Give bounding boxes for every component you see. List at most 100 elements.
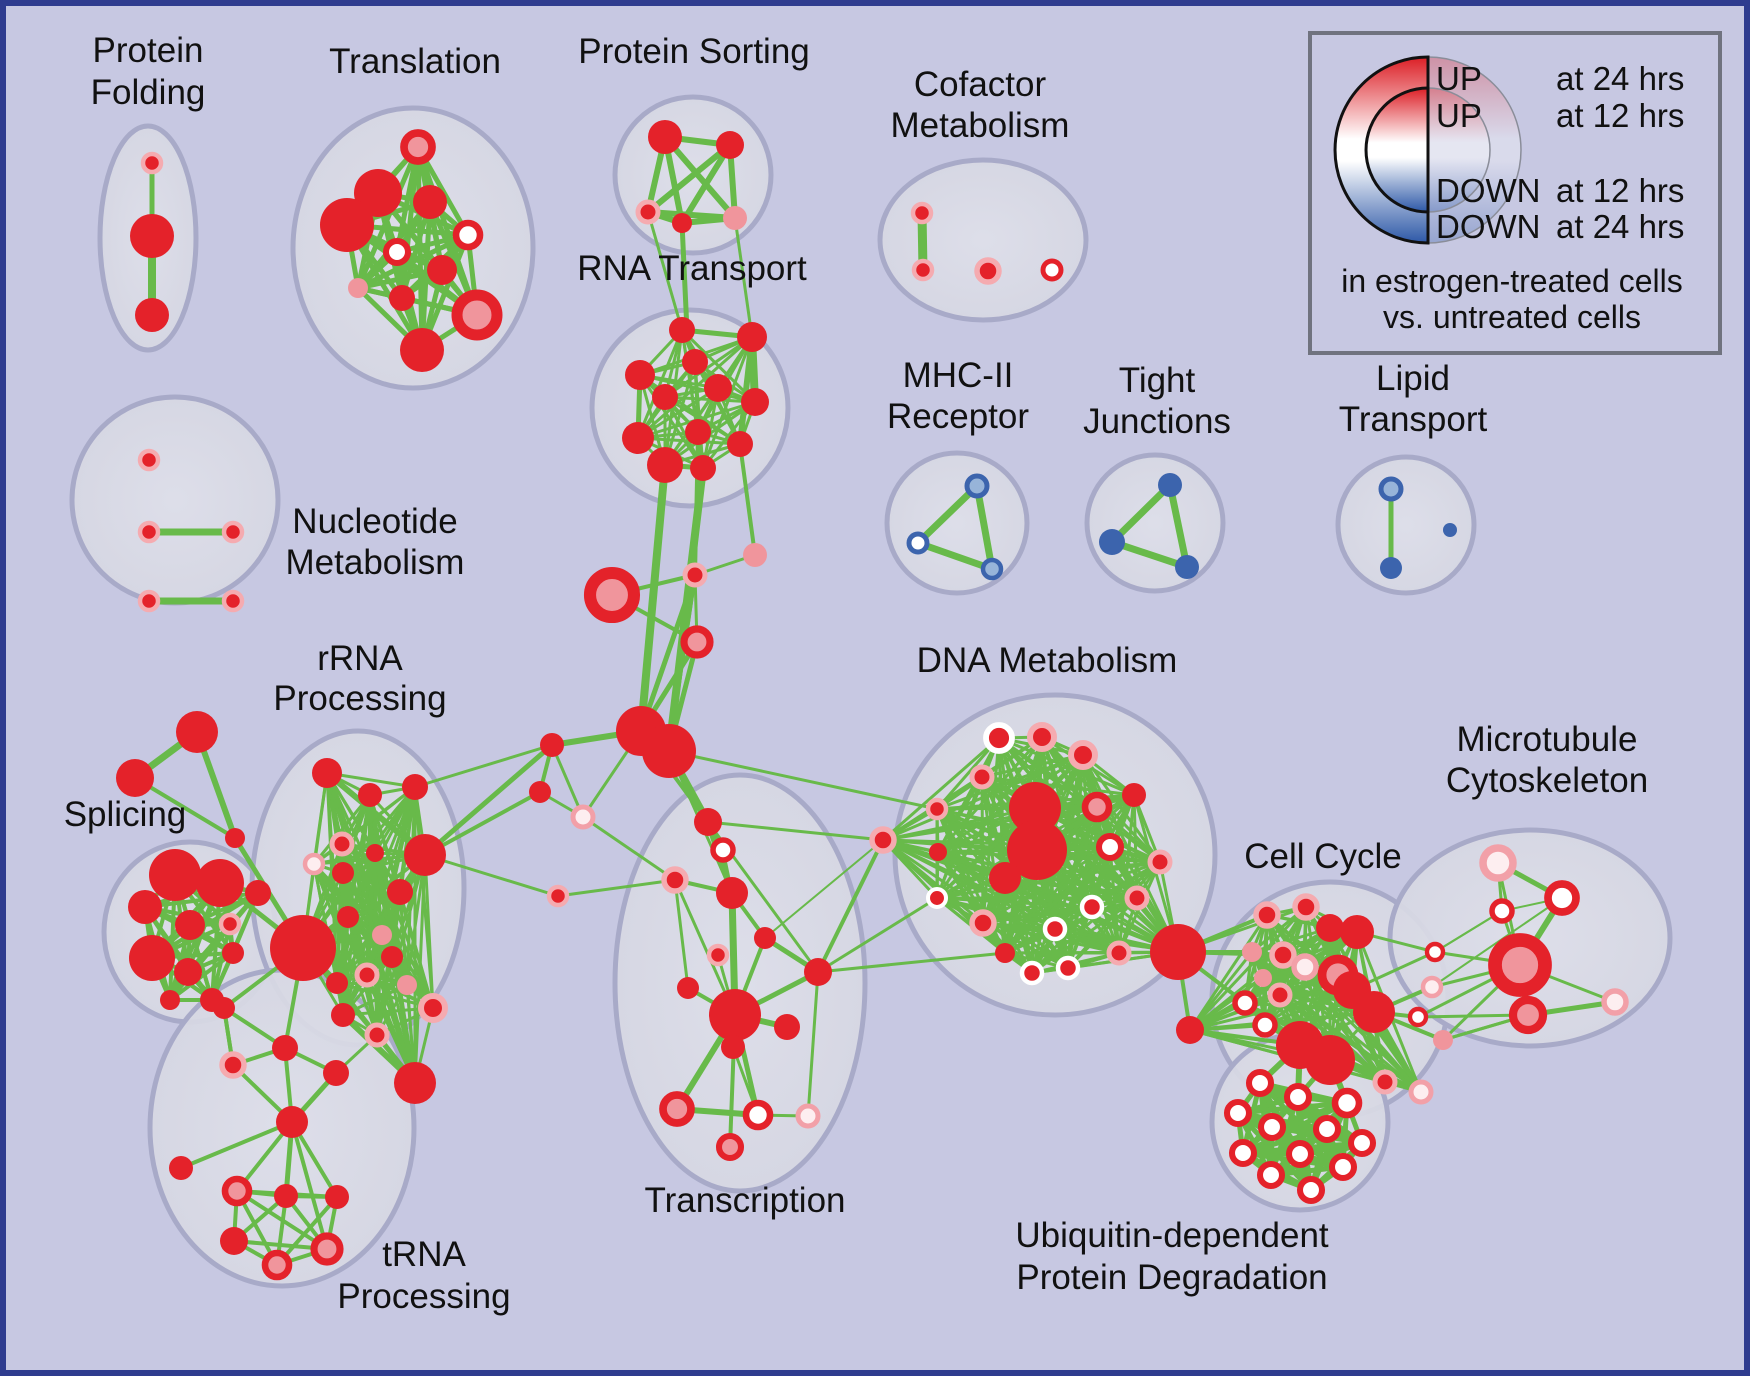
node-protein-folding <box>140 151 164 175</box>
node-protein-sorting <box>723 206 747 230</box>
node-ubiquitin-degradation <box>1283 1082 1313 1112</box>
node-dna-metabolism <box>1147 849 1173 875</box>
node-translation <box>451 289 503 341</box>
node-rna-transport <box>652 384 678 410</box>
legend-time-label: at 24 hrs <box>1556 60 1684 97</box>
edge-cell-cycle <box>1188 950 1254 1032</box>
node-dna-metabolism <box>925 797 949 821</box>
node-cell-cycle <box>1372 1069 1398 1095</box>
node-nucleotide-metabolism <box>221 589 245 613</box>
cluster-label-ubiquitin-degradation: Protein Degradation <box>1016 1258 1327 1297</box>
inter-cluster-edge <box>423 853 560 898</box>
legend-caption: vs. untreated cells <box>1383 299 1641 335</box>
node-rna-transport <box>685 419 711 445</box>
inter-cluster-edge <box>764 839 884 939</box>
node-dna-metabolism <box>969 909 997 937</box>
node-translation <box>427 255 457 285</box>
edge-tight-junctions <box>1108 481 1174 546</box>
node-translation <box>400 129 436 165</box>
node-cell-cycle <box>1253 901 1281 929</box>
node-transcription <box>795 1103 821 1129</box>
node-central-core <box>743 543 767 567</box>
cluster-label-cofactor-metabolism: Cofactor <box>914 65 1047 104</box>
node-trna-processing <box>276 1106 308 1138</box>
cluster-label-ubiquitin-degradation: Ubiquitin-dependent <box>1015 1216 1329 1255</box>
node-rrna-processing <box>354 962 380 988</box>
edge-transcription <box>806 970 820 1118</box>
cluster-shape-tight-junctions <box>1084 452 1226 594</box>
node-rrna-processing <box>329 831 355 857</box>
node-central-core <box>583 566 641 624</box>
inter-cluster-edge <box>423 790 542 857</box>
node-trna-processing <box>274 1184 298 1208</box>
node-cell-cycle <box>1254 969 1272 987</box>
node-cell-cycle <box>1242 942 1262 962</box>
node-dna-metabolism <box>1150 924 1206 980</box>
node-cell-cycle <box>1267 982 1293 1008</box>
node-rna-transport <box>647 447 683 483</box>
edge-dna-metabolism <box>981 860 1162 925</box>
node-nucleotide-metabolism <box>137 520 161 544</box>
legend-direction-label: UP <box>1436 97 1482 134</box>
edge-ubiquitin-degradation <box>1240 1126 1330 1156</box>
edge-rrna-processing <box>341 1006 435 1017</box>
edge-rrna-processing <box>423 853 435 1010</box>
legend-time-label: at 12 hrs <box>1556 172 1684 209</box>
cluster-shape-nucleotide-metabolism <box>69 394 281 606</box>
node-rrna-processing <box>387 879 413 905</box>
cluster-label-lipid-transport: Transport <box>1339 400 1488 439</box>
cluster-label-tight-junctions: Junctions <box>1083 402 1231 441</box>
node-nucleotide-metabolism <box>137 589 161 613</box>
node-cell-cycle <box>1291 953 1319 981</box>
node-dna-metabolism <box>1007 820 1067 880</box>
node-dna-metabolism <box>1106 940 1132 966</box>
legend-direction-label: DOWN <box>1436 172 1540 209</box>
node-trna-processing <box>213 997 235 1019</box>
node-dna-metabolism <box>1122 783 1146 807</box>
edge-splicing-triangle <box>133 776 237 840</box>
node-ubiquitin-degradation <box>1223 1098 1253 1128</box>
node-cell-cycle <box>1353 991 1395 1033</box>
node-transcription <box>774 1014 800 1040</box>
node-lipid-transport <box>1380 557 1402 579</box>
edge-rna-transport <box>737 334 755 447</box>
edge-rna-transport <box>638 373 757 404</box>
node-microtubule-cytoskeleton <box>1489 898 1515 924</box>
node-trna-processing <box>261 1249 293 1281</box>
node-cell-cycle <box>1340 915 1374 949</box>
inter-cluster-edge <box>637 461 669 735</box>
edge-protein-sorting <box>662 134 738 221</box>
cluster-label-splicing: Splicing <box>64 795 187 834</box>
node-cofactor-metabolism <box>910 201 934 225</box>
node-transcription <box>706 943 730 967</box>
edge-rna-transport <box>663 335 754 399</box>
edge-dna-metabolism <box>881 736 1001 842</box>
legend-inner-half-solid <box>1364 86 1430 214</box>
cluster-label-translation: Translation <box>329 42 501 81</box>
inter-cluster-edge <box>1431 897 1563 988</box>
edge-rrna-processing <box>341 851 377 1017</box>
node-mhc-ii-receptor <box>964 473 990 499</box>
cluster-shape-cofactor-metabolism <box>877 157 1089 323</box>
node-rna-transport <box>682 349 708 375</box>
node-rrna-processing <box>381 946 403 968</box>
node-splicing <box>160 990 180 1010</box>
cluster-label-trna-processing: Processing <box>337 1277 510 1316</box>
cluster-label-protein-folding: Folding <box>91 73 206 112</box>
node-trna-processing <box>219 1051 247 1079</box>
cluster-label-microtubule-cytoskeleton: Microtubule <box>1457 720 1638 759</box>
node-dna-metabolism <box>1079 894 1105 920</box>
node-central-core <box>540 733 564 757</box>
node-translation <box>320 198 374 252</box>
node-dna-metabolism <box>995 943 1015 963</box>
edge-protein-sorting <box>679 142 733 226</box>
node-trna-processing <box>221 1175 253 1207</box>
node-dna-metabolism <box>1095 832 1125 862</box>
node-ubiquitin-degradation <box>1285 1139 1315 1169</box>
node-rrna-processing <box>402 774 428 800</box>
cluster-shape-lipid-transport <box>1335 454 1477 596</box>
node-microtubule-cytoskeleton <box>1479 844 1517 882</box>
cluster-label-dna-metabolism: DNA Metabolism <box>917 641 1178 680</box>
legend-time-label: at 24 hrs <box>1556 208 1684 245</box>
